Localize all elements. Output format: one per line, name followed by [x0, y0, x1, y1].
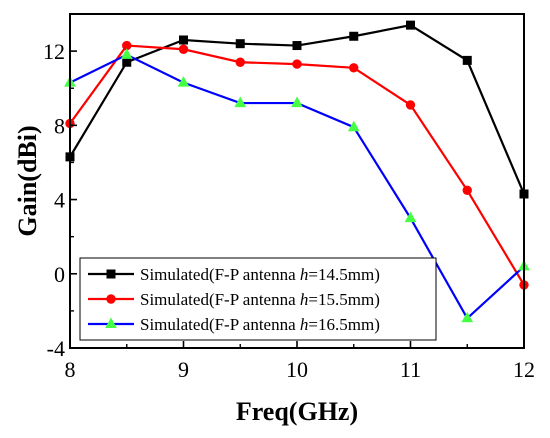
data-point-s2-7 — [405, 100, 416, 110]
legend-label-value: =16.5mm) — [308, 315, 379, 334]
legend-marker-2 — [106, 294, 116, 304]
data-point-s1-4 — [235, 39, 245, 49]
data-point-s3-6 — [347, 120, 360, 132]
x-tick-label-2: 9 — [178, 357, 189, 382]
y-tick-label-5: 12 — [43, 39, 65, 64]
legend-label-value: =15.5mm) — [308, 290, 379, 309]
data-point-s2-3 — [178, 44, 189, 54]
data-point-s1-8 — [462, 55, 472, 65]
legend: Simulated(F-P antenna h=14.5mm)Simulated… — [79, 257, 437, 341]
legend-label-variable: h — [300, 265, 309, 284]
data-point-s1-7 — [406, 20, 415, 30]
x-axis-title: Freq(GHz) — [236, 397, 358, 426]
data-point-s2-6 — [349, 63, 359, 73]
y-tick-label-3: 4 — [54, 188, 65, 213]
data-point-s3-2 — [120, 48, 133, 59]
plot-layer — [64, 20, 530, 323]
x-tick-label-4: 11 — [400, 357, 421, 382]
y-tick-label-2: 0 — [54, 262, 65, 287]
data-point-s3-5 — [291, 96, 303, 108]
legend-marker-1 — [106, 269, 116, 279]
legend-label-2: Simulated(F-P antenna h=15.5mm) — [140, 290, 380, 309]
data-point-s2-5 — [292, 59, 302, 69]
x-tick-label-3: 10 — [286, 357, 308, 382]
legend-label-text: Simulated(F-P antenna — [140, 265, 300, 284]
data-point-s1-5 — [292, 41, 302, 51]
data-point-s3-8 — [461, 311, 474, 323]
data-point-s3-3 — [177, 76, 190, 87]
legend-label-variable: h — [300, 315, 309, 334]
y-tick-label-4: 8 — [54, 113, 65, 138]
x-tick-label-1: 8 — [65, 357, 76, 382]
y-axis-title: Gain(dBi) — [13, 125, 42, 236]
data-point-s1-2 — [122, 57, 132, 67]
legend-box — [79, 257, 437, 341]
data-point-s1-6 — [349, 31, 359, 41]
series-line-1 — [69, 23, 526, 195]
axes-layer: 8 9 10 11 12 -4 0 4 8 12 — [43, 13, 535, 382]
legend-label-3: Simulated(F-P antenna h=16.5mm) — [140, 315, 380, 334]
x-tick-label-5: 12 — [513, 357, 535, 382]
data-point-s1-3 — [179, 35, 188, 45]
legend-label-value: =14.5mm) — [308, 265, 379, 284]
data-point-s3-4 — [234, 96, 247, 108]
legend-marker-3 — [105, 317, 117, 328]
y-tick-label-1: -4 — [47, 336, 65, 361]
legend-label-text: Simulated(F-P antenna — [140, 290, 300, 309]
data-point-s2-8 — [462, 185, 472, 195]
series-line-2 — [69, 44, 525, 286]
data-point-s2-4 — [235, 57, 245, 67]
legend-label-1: Simulated(F-P antenna h=14.5mm) — [140, 265, 380, 284]
legend-label-text: Simulated(F-P antenna — [140, 315, 300, 334]
legend-label-variable: h — [300, 290, 309, 309]
data-point-s3-7 — [404, 211, 417, 223]
